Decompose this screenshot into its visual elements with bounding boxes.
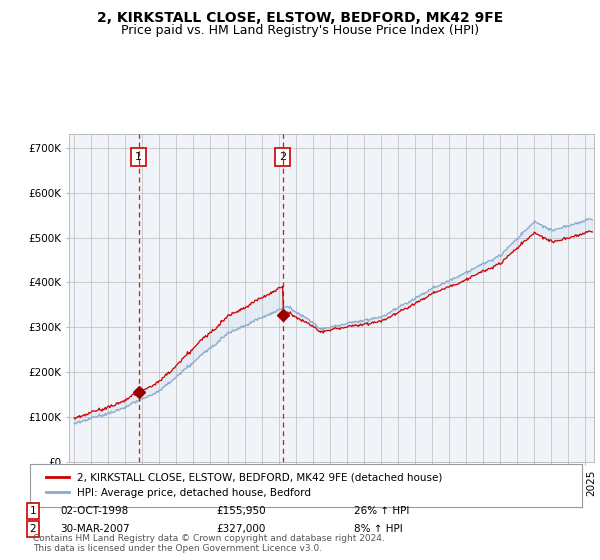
Text: 2: 2 (280, 152, 286, 162)
Text: 02-OCT-1998: 02-OCT-1998 (60, 506, 128, 516)
Text: 30-MAR-2007: 30-MAR-2007 (60, 524, 130, 534)
Text: 1: 1 (29, 506, 37, 516)
Text: 1: 1 (135, 152, 142, 162)
Text: 26% ↑ HPI: 26% ↑ HPI (354, 506, 409, 516)
Text: 2, KIRKSTALL CLOSE, ELSTOW, BEDFORD, MK42 9FE: 2, KIRKSTALL CLOSE, ELSTOW, BEDFORD, MK4… (97, 11, 503, 25)
Text: £327,000: £327,000 (216, 524, 265, 534)
Text: £155,950: £155,950 (216, 506, 266, 516)
Text: 2: 2 (29, 524, 37, 534)
Text: Contains HM Land Registry data © Crown copyright and database right 2024.
This d: Contains HM Land Registry data © Crown c… (33, 534, 385, 553)
Text: Price paid vs. HM Land Registry's House Price Index (HPI): Price paid vs. HM Land Registry's House … (121, 24, 479, 36)
Text: 8% ↑ HPI: 8% ↑ HPI (354, 524, 403, 534)
Legend: 2, KIRKSTALL CLOSE, ELSTOW, BEDFORD, MK42 9FE (detached house), HPI: Average pri: 2, KIRKSTALL CLOSE, ELSTOW, BEDFORD, MK4… (41, 468, 448, 503)
